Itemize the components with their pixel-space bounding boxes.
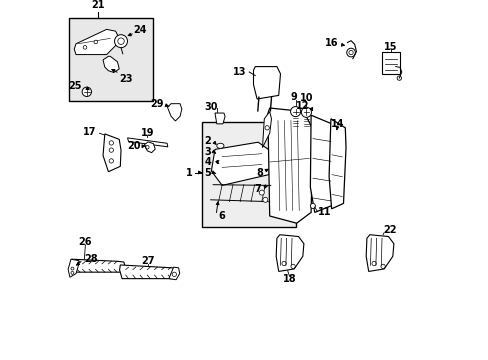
Text: 14: 14 xyxy=(330,119,344,129)
Text: 16: 16 xyxy=(325,38,338,48)
Text: 13: 13 xyxy=(232,67,246,77)
Circle shape xyxy=(301,107,311,117)
Text: 19: 19 xyxy=(140,128,154,138)
Polygon shape xyxy=(168,267,179,280)
Text: 8: 8 xyxy=(255,168,263,178)
Text: 18: 18 xyxy=(282,274,296,284)
Polygon shape xyxy=(211,142,270,185)
Circle shape xyxy=(118,38,124,44)
Circle shape xyxy=(83,46,87,49)
Polygon shape xyxy=(103,134,121,172)
Circle shape xyxy=(264,126,269,130)
Polygon shape xyxy=(71,259,125,272)
Polygon shape xyxy=(310,115,334,212)
Circle shape xyxy=(82,87,91,96)
Text: 17: 17 xyxy=(83,127,97,137)
Text: 24: 24 xyxy=(133,26,146,35)
Polygon shape xyxy=(167,104,182,121)
Text: 3: 3 xyxy=(204,147,211,157)
Text: 25: 25 xyxy=(68,81,81,91)
Circle shape xyxy=(263,197,267,202)
Text: 22: 22 xyxy=(383,225,396,235)
Circle shape xyxy=(114,35,127,48)
Polygon shape xyxy=(103,56,119,72)
Bar xyxy=(202,122,295,227)
Text: 30: 30 xyxy=(204,102,218,112)
Polygon shape xyxy=(276,235,303,271)
Circle shape xyxy=(94,40,98,44)
Text: 15: 15 xyxy=(384,42,397,52)
Text: 26: 26 xyxy=(79,237,92,247)
Bar xyxy=(381,52,399,74)
Text: 10: 10 xyxy=(299,93,312,103)
Text: 20: 20 xyxy=(127,141,141,151)
Circle shape xyxy=(109,141,113,145)
Circle shape xyxy=(109,148,113,152)
Polygon shape xyxy=(262,112,271,148)
Text: 29: 29 xyxy=(150,99,163,109)
Polygon shape xyxy=(215,113,224,124)
Polygon shape xyxy=(267,108,312,223)
Polygon shape xyxy=(328,119,346,209)
Text: 5: 5 xyxy=(204,167,211,177)
Text: 4: 4 xyxy=(204,157,211,167)
Circle shape xyxy=(71,267,74,270)
Text: 27: 27 xyxy=(142,256,155,266)
Text: 12: 12 xyxy=(295,101,309,111)
Circle shape xyxy=(259,190,264,195)
Circle shape xyxy=(290,107,300,117)
Circle shape xyxy=(310,203,315,208)
Polygon shape xyxy=(366,235,393,271)
Text: 1: 1 xyxy=(185,167,192,177)
Ellipse shape xyxy=(216,143,224,148)
Text: 7: 7 xyxy=(254,184,261,194)
Circle shape xyxy=(172,272,176,276)
Polygon shape xyxy=(127,138,167,147)
Text: 11: 11 xyxy=(318,207,331,217)
Text: c: c xyxy=(216,159,220,165)
Text: 23: 23 xyxy=(120,74,133,84)
Polygon shape xyxy=(253,67,280,99)
Text: 21: 21 xyxy=(91,0,105,10)
Text: 9: 9 xyxy=(290,92,297,102)
Bar xyxy=(69,18,153,101)
Polygon shape xyxy=(144,142,155,153)
Polygon shape xyxy=(68,259,79,277)
Circle shape xyxy=(109,159,113,163)
Text: 6: 6 xyxy=(218,211,225,221)
Text: 2: 2 xyxy=(204,136,211,146)
Circle shape xyxy=(71,271,74,274)
Polygon shape xyxy=(74,30,119,55)
Polygon shape xyxy=(120,265,178,279)
Text: 28: 28 xyxy=(84,254,98,264)
